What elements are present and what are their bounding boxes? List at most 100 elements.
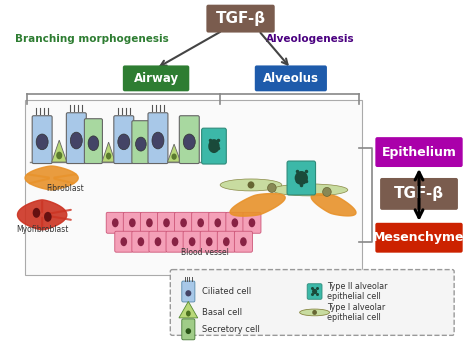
FancyBboxPatch shape xyxy=(123,212,141,233)
Ellipse shape xyxy=(247,181,255,189)
Ellipse shape xyxy=(300,309,329,316)
Ellipse shape xyxy=(152,132,164,149)
FancyBboxPatch shape xyxy=(183,231,201,252)
Polygon shape xyxy=(52,140,67,162)
Ellipse shape xyxy=(268,184,276,192)
Text: Epithelium: Epithelium xyxy=(382,145,456,158)
FancyBboxPatch shape xyxy=(132,231,150,252)
FancyBboxPatch shape xyxy=(243,212,261,233)
Ellipse shape xyxy=(240,237,247,246)
Text: Airway: Airway xyxy=(134,72,179,85)
Ellipse shape xyxy=(33,208,40,218)
FancyBboxPatch shape xyxy=(149,231,167,252)
Ellipse shape xyxy=(44,212,52,222)
Text: Secretory cell: Secretory cell xyxy=(201,325,259,334)
Ellipse shape xyxy=(118,134,130,150)
Polygon shape xyxy=(18,200,67,230)
Ellipse shape xyxy=(163,218,170,227)
Ellipse shape xyxy=(323,187,331,197)
Ellipse shape xyxy=(88,136,99,151)
FancyBboxPatch shape xyxy=(170,270,454,335)
Ellipse shape xyxy=(155,237,161,246)
Ellipse shape xyxy=(136,137,146,151)
FancyBboxPatch shape xyxy=(307,284,322,299)
Ellipse shape xyxy=(185,290,191,296)
Ellipse shape xyxy=(295,171,308,185)
FancyBboxPatch shape xyxy=(114,116,134,164)
FancyBboxPatch shape xyxy=(182,281,195,302)
FancyBboxPatch shape xyxy=(166,231,184,252)
Text: Alveolus: Alveolus xyxy=(263,72,319,85)
Ellipse shape xyxy=(249,218,255,227)
Ellipse shape xyxy=(197,218,204,227)
Text: Blood vessel: Blood vessel xyxy=(182,248,229,257)
Ellipse shape xyxy=(146,218,153,227)
Ellipse shape xyxy=(186,310,191,317)
FancyBboxPatch shape xyxy=(209,212,227,233)
Ellipse shape xyxy=(185,328,191,334)
FancyBboxPatch shape xyxy=(206,5,275,33)
Ellipse shape xyxy=(272,184,348,196)
FancyBboxPatch shape xyxy=(174,212,192,233)
FancyBboxPatch shape xyxy=(148,113,168,164)
FancyBboxPatch shape xyxy=(115,231,133,252)
FancyBboxPatch shape xyxy=(106,212,124,233)
FancyBboxPatch shape xyxy=(375,137,463,167)
Ellipse shape xyxy=(312,310,317,315)
Text: Ciliated cell: Ciliated cell xyxy=(201,287,251,296)
Text: Alveologenesis: Alveologenesis xyxy=(265,34,354,44)
Polygon shape xyxy=(179,301,198,318)
Polygon shape xyxy=(311,194,356,216)
Text: Fibroblast: Fibroblast xyxy=(46,184,84,193)
Ellipse shape xyxy=(208,139,219,153)
Polygon shape xyxy=(102,142,115,162)
FancyBboxPatch shape xyxy=(380,178,458,210)
Text: Mesenchyme: Mesenchyme xyxy=(373,231,465,244)
Ellipse shape xyxy=(137,237,144,246)
Ellipse shape xyxy=(231,218,238,227)
FancyBboxPatch shape xyxy=(226,212,244,233)
Text: TGF-β: TGF-β xyxy=(216,11,265,26)
Text: Basal cell: Basal cell xyxy=(201,308,242,317)
FancyBboxPatch shape xyxy=(179,116,199,164)
FancyBboxPatch shape xyxy=(200,231,218,252)
Ellipse shape xyxy=(180,218,187,227)
Ellipse shape xyxy=(172,237,178,246)
Text: Branching morphogenesis: Branching morphogenesis xyxy=(15,34,168,44)
FancyBboxPatch shape xyxy=(217,231,235,252)
Ellipse shape xyxy=(172,154,177,160)
Ellipse shape xyxy=(36,134,48,150)
Ellipse shape xyxy=(312,289,317,294)
Ellipse shape xyxy=(112,218,118,227)
Bar xyxy=(25,100,362,275)
FancyBboxPatch shape xyxy=(191,212,210,233)
FancyBboxPatch shape xyxy=(255,66,327,91)
FancyBboxPatch shape xyxy=(66,113,86,164)
Ellipse shape xyxy=(306,186,313,193)
Ellipse shape xyxy=(129,218,136,227)
Ellipse shape xyxy=(106,153,111,159)
FancyBboxPatch shape xyxy=(32,116,52,164)
Polygon shape xyxy=(25,166,78,190)
Text: Type I alveolar
epithelial cell: Type I alveolar epithelial cell xyxy=(327,303,385,322)
FancyBboxPatch shape xyxy=(234,231,253,252)
FancyBboxPatch shape xyxy=(157,212,175,233)
FancyBboxPatch shape xyxy=(182,319,195,340)
Ellipse shape xyxy=(56,152,62,159)
Ellipse shape xyxy=(120,237,127,246)
FancyBboxPatch shape xyxy=(132,121,150,164)
Text: TGF-β: TGF-β xyxy=(394,186,444,201)
Ellipse shape xyxy=(220,179,282,191)
Ellipse shape xyxy=(70,132,82,149)
Ellipse shape xyxy=(214,218,221,227)
FancyBboxPatch shape xyxy=(123,66,189,91)
Ellipse shape xyxy=(223,237,229,246)
FancyBboxPatch shape xyxy=(201,128,226,164)
Polygon shape xyxy=(230,193,285,216)
Ellipse shape xyxy=(206,237,212,246)
Text: Type II alveolar
epithelial cell: Type II alveolar epithelial cell xyxy=(327,282,387,301)
Polygon shape xyxy=(167,144,181,162)
FancyBboxPatch shape xyxy=(375,223,463,253)
Ellipse shape xyxy=(183,134,195,150)
Text: Myofibroblast: Myofibroblast xyxy=(16,225,68,234)
